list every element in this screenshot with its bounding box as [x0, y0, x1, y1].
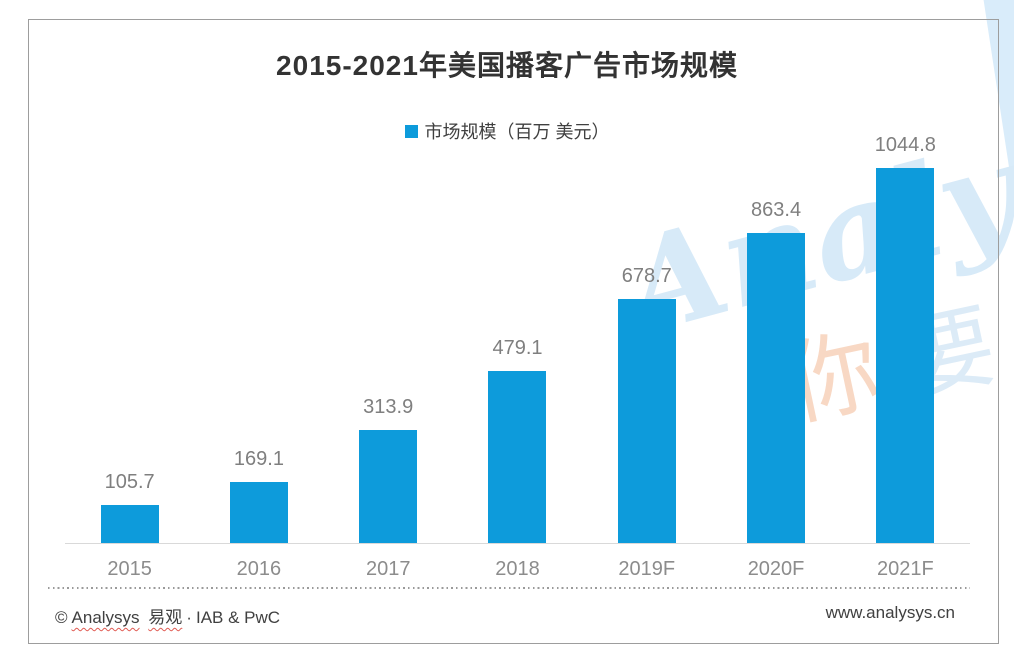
- bar-column: 169.1: [194, 121, 323, 543]
- watermark-char-de: 的: [1008, 269, 1014, 389]
- plot-area: 105.7 169.1 313.9 479.1 678.7 863.4 1044.8: [65, 121, 970, 543]
- bar-column: 678.7: [582, 121, 711, 543]
- bar-value-label: 105.7: [104, 471, 155, 493]
- bar: [229, 482, 288, 543]
- x-axis-line: [65, 543, 970, 544]
- x-axis-label: 2017: [365, 558, 411, 580]
- bar: [876, 168, 935, 543]
- bar: [747, 233, 806, 543]
- x-axis-labels: 2015 2016 2017 2018 2019F 2020F 2021F: [65, 557, 970, 581]
- x-axis-label: 2019F: [618, 558, 676, 580]
- legend-marker-square: [404, 124, 418, 138]
- legend-label: 市场规模（百万 美元）: [424, 122, 610, 142]
- x-axis-label: 2020F: [747, 558, 805, 580]
- brand-name: Analysys: [71, 608, 140, 627]
- website-url: www.analysys.cn: [825, 603, 955, 622]
- bar: [100, 505, 159, 543]
- separator-dotted-line: [48, 587, 970, 589]
- chart-title: 2015-2021年美国播客广告市场规模: [276, 50, 738, 81]
- bar-value-label: 1044.8: [874, 134, 936, 156]
- bar-column: 313.9: [324, 121, 453, 543]
- x-axis-label: 2016: [236, 558, 282, 580]
- x-axis-label: 2021F: [876, 558, 934, 580]
- copyright-symbol: ©: [55, 608, 68, 627]
- bar-value-label: 479.1: [492, 337, 543, 359]
- bar-value-label: 313.9: [363, 396, 414, 418]
- brand-name-cjk: 易观: [148, 608, 183, 627]
- bar-value-label: 863.4: [751, 199, 802, 221]
- source-text: IAB & PwC: [195, 608, 281, 627]
- footer-separator: ·: [186, 608, 192, 627]
- bar-column: 479.1: [453, 121, 582, 543]
- bar: [359, 430, 418, 543]
- bar: [617, 299, 676, 543]
- bar-column: 105.7: [65, 121, 194, 543]
- bar: [488, 371, 547, 543]
- legend: 市场规模（百万 美元）: [0, 118, 1014, 144]
- x-axis-label: 2015: [107, 558, 152, 580]
- x-axis-label: 2018: [495, 558, 540, 580]
- bar-column: 863.4: [711, 121, 840, 543]
- bar-value-label: 169.1: [233, 448, 284, 470]
- bar-value-label: 678.7: [621, 265, 672, 287]
- copyright-source-text: © Analysys 易观 · IAB & PwC: [55, 603, 284, 628]
- bar-column: 1044.8: [841, 121, 970, 543]
